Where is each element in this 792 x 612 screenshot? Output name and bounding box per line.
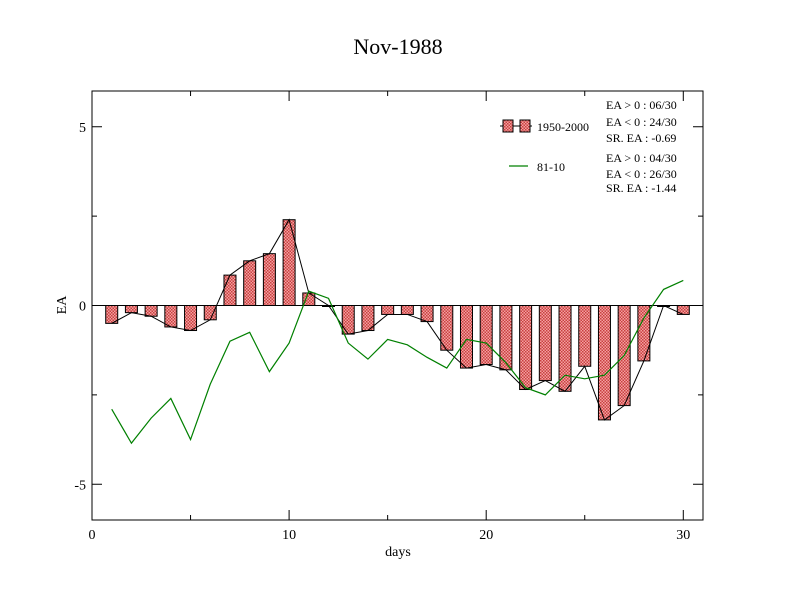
bar-day-24 xyxy=(558,305,572,392)
bar-day-21 xyxy=(499,305,513,371)
bar-day-26 xyxy=(597,305,611,421)
stats-81-10-positive: EA > 0 : 04/30 xyxy=(606,151,677,165)
legend-label-1950-2000: 1950-2000 xyxy=(537,120,589,134)
x-tick-label: 30 xyxy=(676,528,690,543)
legend-label-81-10: 81-10 xyxy=(537,160,565,174)
legend-swatch-bar-1950-2000 xyxy=(502,119,514,133)
bar-day-10 xyxy=(282,219,296,306)
bar-day-19 xyxy=(459,305,473,369)
stats-1950-2000-negative: EA < 0 : 24/30 xyxy=(606,115,677,129)
x-tick-label: 10 xyxy=(282,528,296,543)
bar-day-2 xyxy=(124,305,138,314)
bar-day-20 xyxy=(479,305,493,365)
x-tick-label: 20 xyxy=(479,528,493,543)
bar-day-23 xyxy=(538,305,552,382)
stats-1950-2000-sr: SR. EA : -0.69 xyxy=(606,131,676,145)
x-axis-label: days xyxy=(385,545,411,560)
bar-day-7 xyxy=(223,274,237,306)
legend-swatch-bar-1950-2000-b xyxy=(519,119,531,133)
legend: 1950-2000 81-10 EA > 0 : 06/30 EA < 0 : … xyxy=(500,98,677,195)
bar-day-8 xyxy=(243,260,257,306)
bar-day-16 xyxy=(400,305,414,315)
stats-1950-2000-positive: EA > 0 : 06/30 xyxy=(606,98,677,112)
y-tick-label: 5 xyxy=(79,121,86,136)
line-series-1950-2000 xyxy=(111,218,684,421)
x-tick-label: 0 xyxy=(89,528,96,543)
chart-title: Nov-1988 xyxy=(353,34,442,59)
bar-day-13 xyxy=(341,305,355,335)
bar-day-28 xyxy=(637,305,651,362)
y-tick-label: 0 xyxy=(79,300,86,315)
bar-day-5 xyxy=(184,305,198,332)
bar-day-17 xyxy=(420,305,434,323)
stats-81-10-negative: EA < 0 : 26/30 xyxy=(606,167,677,181)
bar-day-4 xyxy=(164,305,178,328)
bar-day-25 xyxy=(578,305,592,367)
line-series-81-10 xyxy=(111,279,684,445)
bar-day-6 xyxy=(203,305,217,321)
bar-day-30 xyxy=(676,305,690,315)
bar-day-3 xyxy=(144,305,158,317)
y-axis-label: EA xyxy=(55,295,70,315)
bar-day-22 xyxy=(519,305,533,391)
y-tick-label: -5 xyxy=(74,478,86,493)
bar-day-9 xyxy=(262,253,276,307)
bar-day-15 xyxy=(381,305,395,315)
stats-81-10-sr: SR. EA : -1.44 xyxy=(606,181,676,195)
